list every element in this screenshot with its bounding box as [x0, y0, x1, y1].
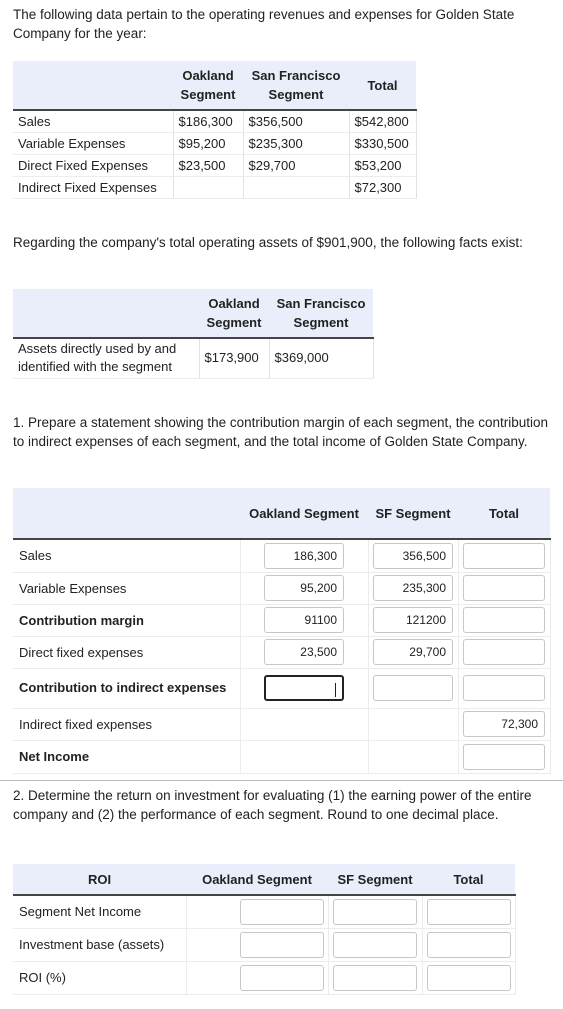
assets-text: Regarding the company's total operating … — [13, 235, 523, 250]
col-sf-header: SF Segment — [328, 864, 422, 896]
question-1: 1. Prepare a statement showing the contr… — [13, 415, 549, 449]
oakland-contribution-indirect-field[interactable] — [264, 675, 344, 701]
table-row: Segment Net Income — [13, 895, 516, 929]
table-row: ROI (%) — [13, 961, 516, 995]
sf-net-income-field[interactable] — [333, 898, 417, 925]
total-net-income-field[interactable] — [463, 743, 545, 770]
table-row: Sales $186,300 $356,500 $542,800 — [13, 110, 417, 133]
total-indirect-fixed-field[interactable]: 72,300 — [463, 711, 545, 737]
oakland-variable-field[interactable]: 95,200 — [264, 575, 344, 601]
col-total-header: Total — [422, 864, 515, 896]
table-row: Investment base (assets) — [13, 928, 516, 962]
sf-cm-field[interactable]: 121200 — [373, 607, 453, 633]
segment-data-table: Oakland Segment San Francisco Segment To… — [13, 61, 417, 199]
total-roi-field[interactable] — [426, 964, 511, 991]
col-sf-header: SF Segment — [368, 488, 458, 540]
total-cm-field[interactable] — [463, 607, 545, 633]
table-row: Variable Expenses 95,200 235,300 — [13, 572, 551, 605]
oakland-roi-field[interactable] — [239, 964, 324, 991]
sf-variable-field[interactable]: 235,300 — [373, 575, 453, 601]
roi-header: ROI — [13, 864, 186, 896]
table-row: Assets directly used by and identified w… — [13, 338, 374, 379]
col-sf-header: San Francisco Segment — [243, 61, 349, 111]
roi-table: ROI Oakland Segment SF Segment Total Seg… — [13, 864, 516, 995]
intro-text: The following data pertain to the operat… — [13, 7, 515, 41]
section-divider — [0, 780, 563, 781]
total-sales-field[interactable] — [463, 542, 545, 569]
oakland-cm-field[interactable]: 91100 — [264, 607, 344, 633]
total-variable-field[interactable] — [463, 575, 545, 601]
question-2: 2. Determine the return on investment fo… — [13, 788, 532, 822]
oakland-direct-fixed-field[interactable]: 23,500 — [264, 639, 344, 665]
sf-sales-field[interactable]: 356,500 — [373, 542, 453, 569]
sf-roi-field[interactable] — [333, 964, 417, 991]
col-oakland-header: Oakland Segment — [186, 864, 328, 896]
contribution-table: Oakland Segment SF Segment Total Sales 1… — [13, 488, 551, 774]
total-investment-field[interactable] — [426, 931, 511, 958]
col-total-header: Total — [458, 488, 550, 540]
table-row: Contribution margin 91100 121200 — [13, 604, 551, 637]
col-sf-header: San Francisco Segment — [269, 289, 373, 339]
table-row: Net Income — [13, 740, 551, 774]
table-row: Direct fixed expenses 23,500 29,700 — [13, 636, 551, 669]
col-oakland-header: Oakland Segment — [173, 61, 243, 111]
oakland-investment-field[interactable] — [239, 931, 324, 958]
oakland-sales-field[interactable]: 186,300 — [264, 542, 344, 569]
table-row: Variable Expenses $95,200 $235,300 $330,… — [13, 132, 417, 155]
text-caret — [335, 682, 336, 697]
sf-investment-field[interactable] — [333, 931, 417, 958]
sf-direct-fixed-field[interactable]: 29,700 — [373, 639, 453, 665]
col-oakland-header: Oakland Segment — [199, 289, 269, 339]
oakland-net-income-field[interactable] — [239, 898, 324, 925]
sf-contribution-indirect-field[interactable] — [373, 675, 453, 701]
total-contribution-indirect-field[interactable] — [463, 675, 545, 701]
table-row: Contribution to indirect expenses — [13, 668, 551, 709]
total-net-income-roi-field[interactable] — [426, 898, 511, 925]
col-oakland-header: Oakland Segment — [240, 488, 368, 540]
table-row: Direct Fixed Expenses $23,500 $29,700 $5… — [13, 154, 417, 177]
assets-table: Oakland Segment San Francisco Segment As… — [13, 289, 374, 379]
table-row: Indirect fixed expenses 72,300 — [13, 708, 551, 741]
col-total-header: Total — [349, 61, 416, 111]
total-direct-fixed-field[interactable] — [463, 639, 545, 665]
table-row: Indirect Fixed Expenses $72,300 — [13, 176, 417, 199]
table-row: Sales 186,300 356,500 — [13, 539, 551, 573]
